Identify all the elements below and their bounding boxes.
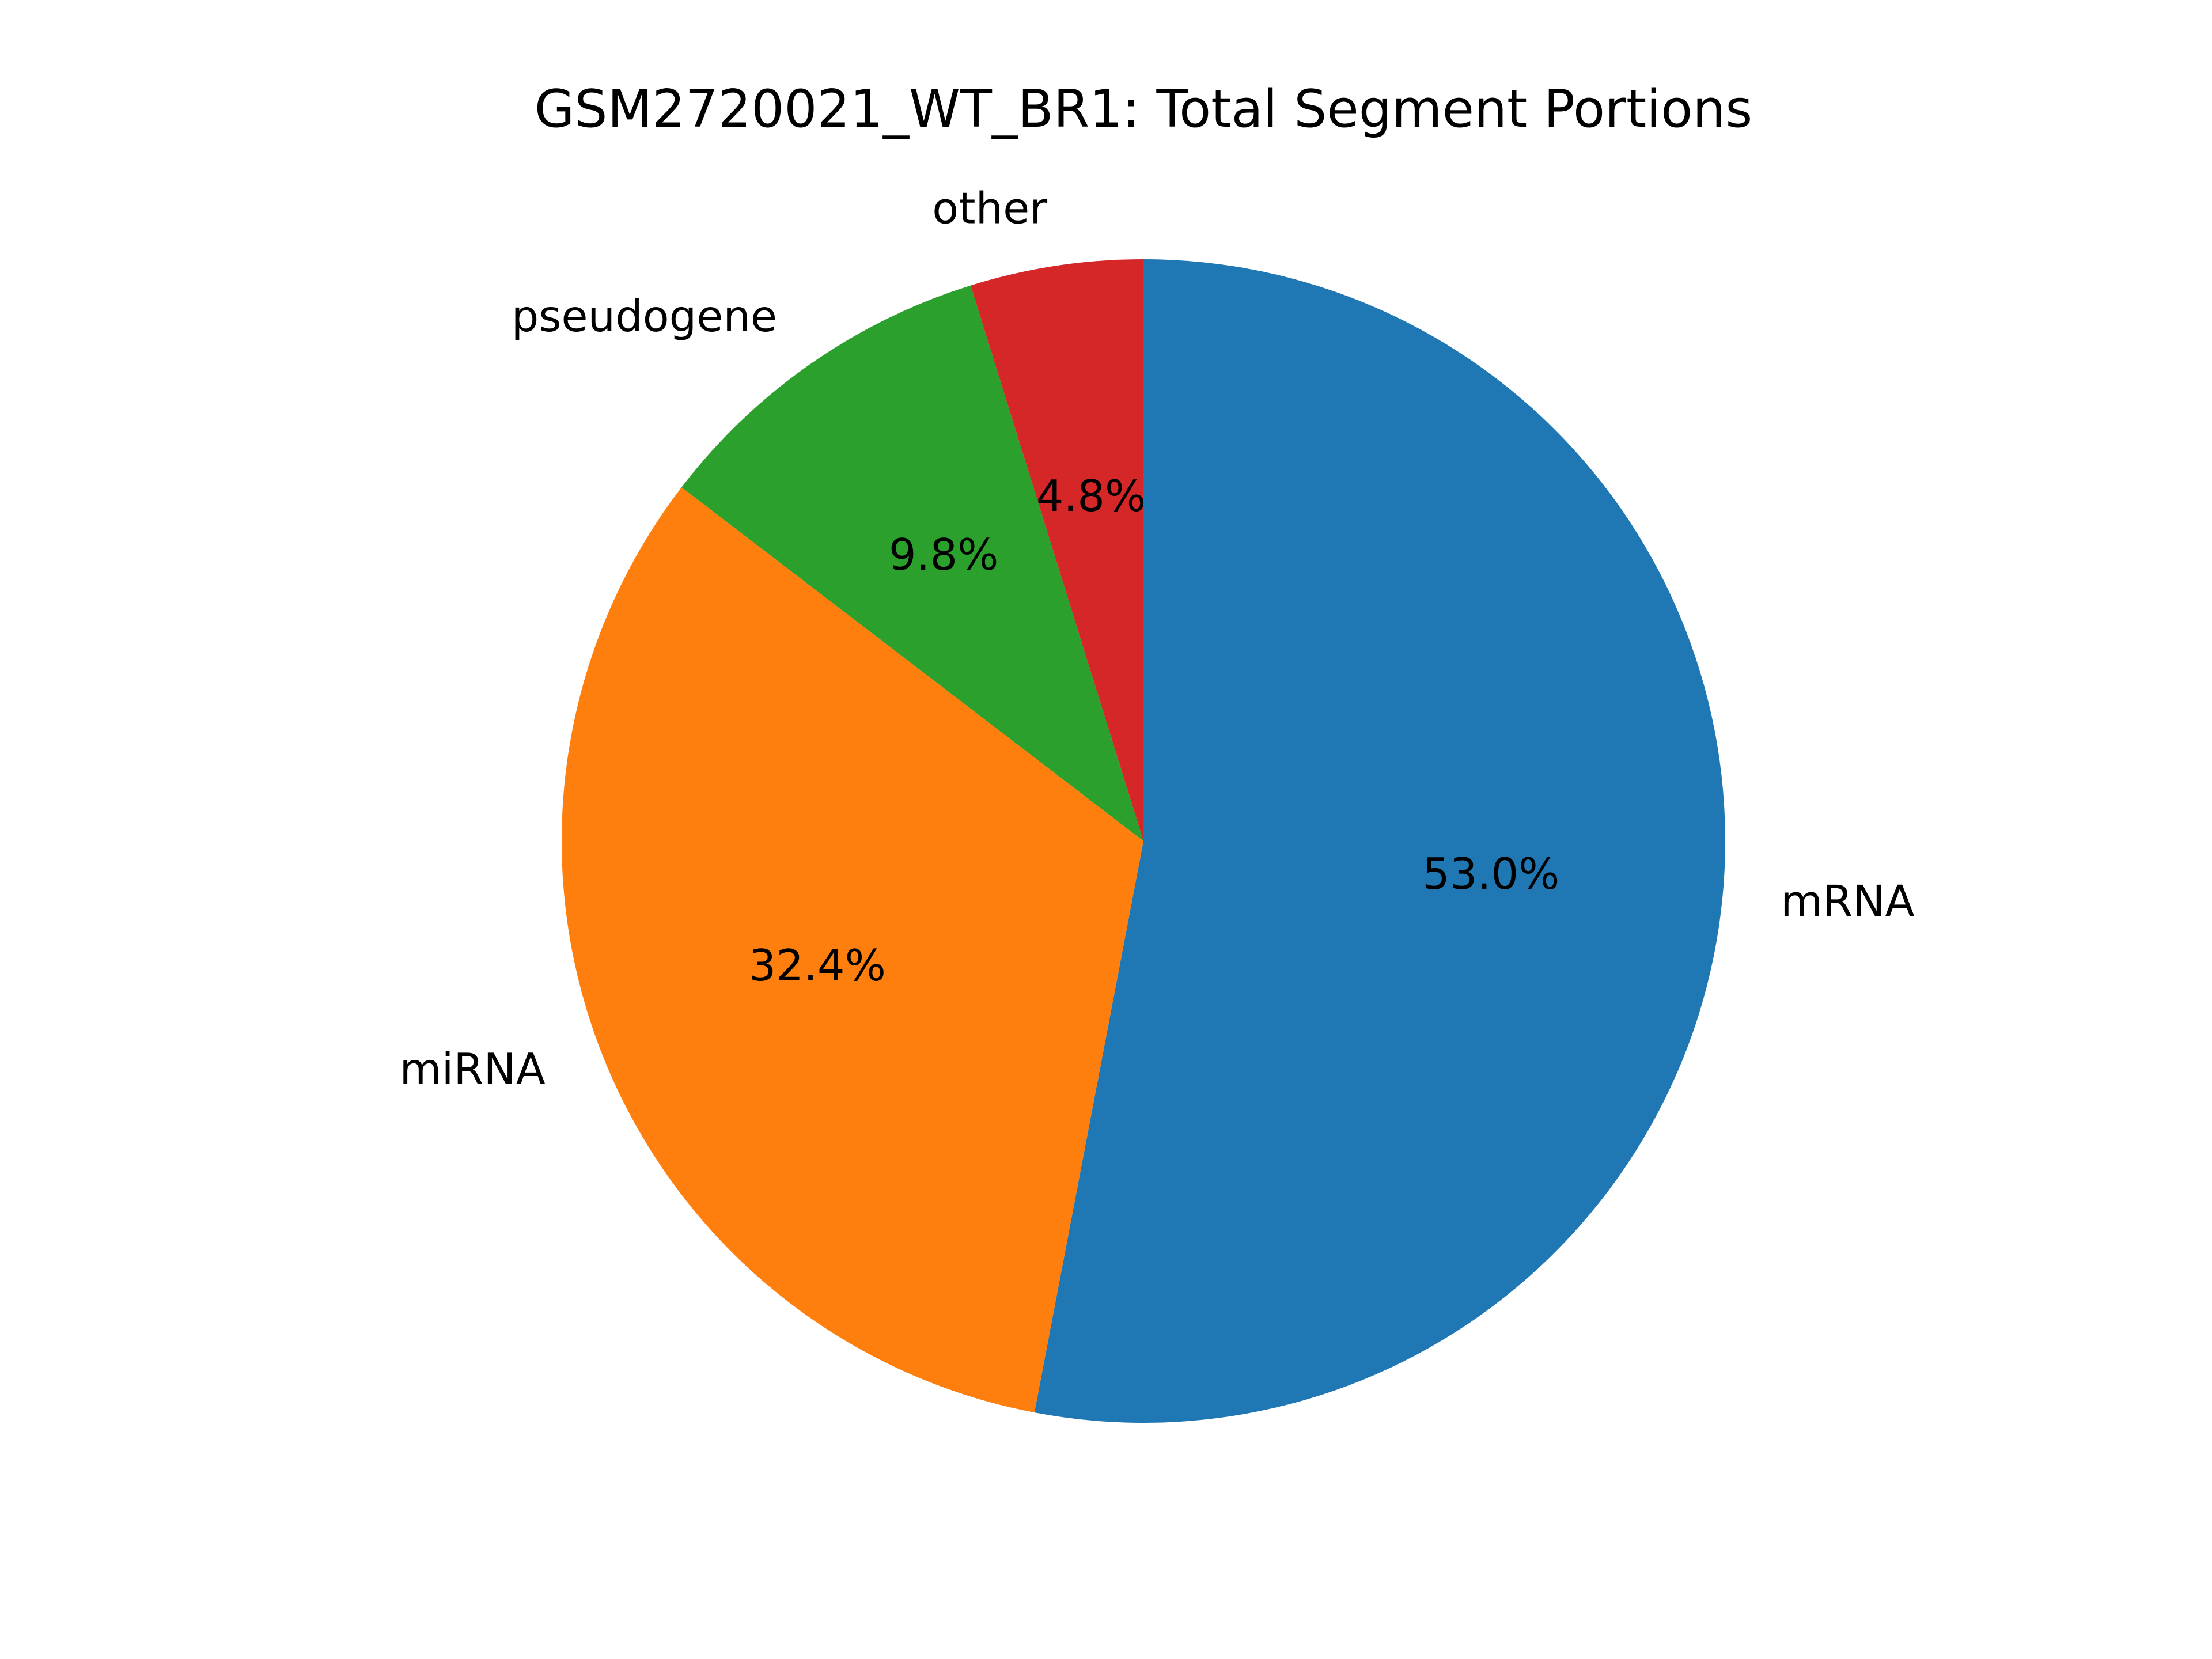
slice-label-mirna: miRNA (400, 1044, 546, 1094)
chart-title: GSM2720021_WT_BR1: Total Segment Portion… (535, 79, 1753, 139)
pie-slice-pseudogene (681, 285, 1143, 842)
slice-label-mrna: mRNA (1781, 876, 1915, 927)
pie-slice-mrna (1034, 259, 1725, 1423)
pie-slice-mirna (562, 487, 1143, 1413)
pct-label-mirna: 32.4% (749, 940, 886, 991)
pie-slices (562, 259, 1725, 1423)
pct-label-mrna: 53.0% (1422, 849, 1559, 899)
slice-label-pseudogene: pseudogene (512, 291, 777, 342)
slice-label-other: other (932, 183, 1047, 234)
pct-label-other: 4.8% (1036, 471, 1146, 521)
pie-slice-labels: mRNA miRNA pseudogene other (400, 183, 1915, 1094)
pct-label-pseudogene: 9.8% (889, 529, 999, 580)
pie-slice-other (970, 259, 1143, 841)
pie-percent-labels: 53.0% 32.4% 9.8% 4.8% (749, 471, 1560, 991)
